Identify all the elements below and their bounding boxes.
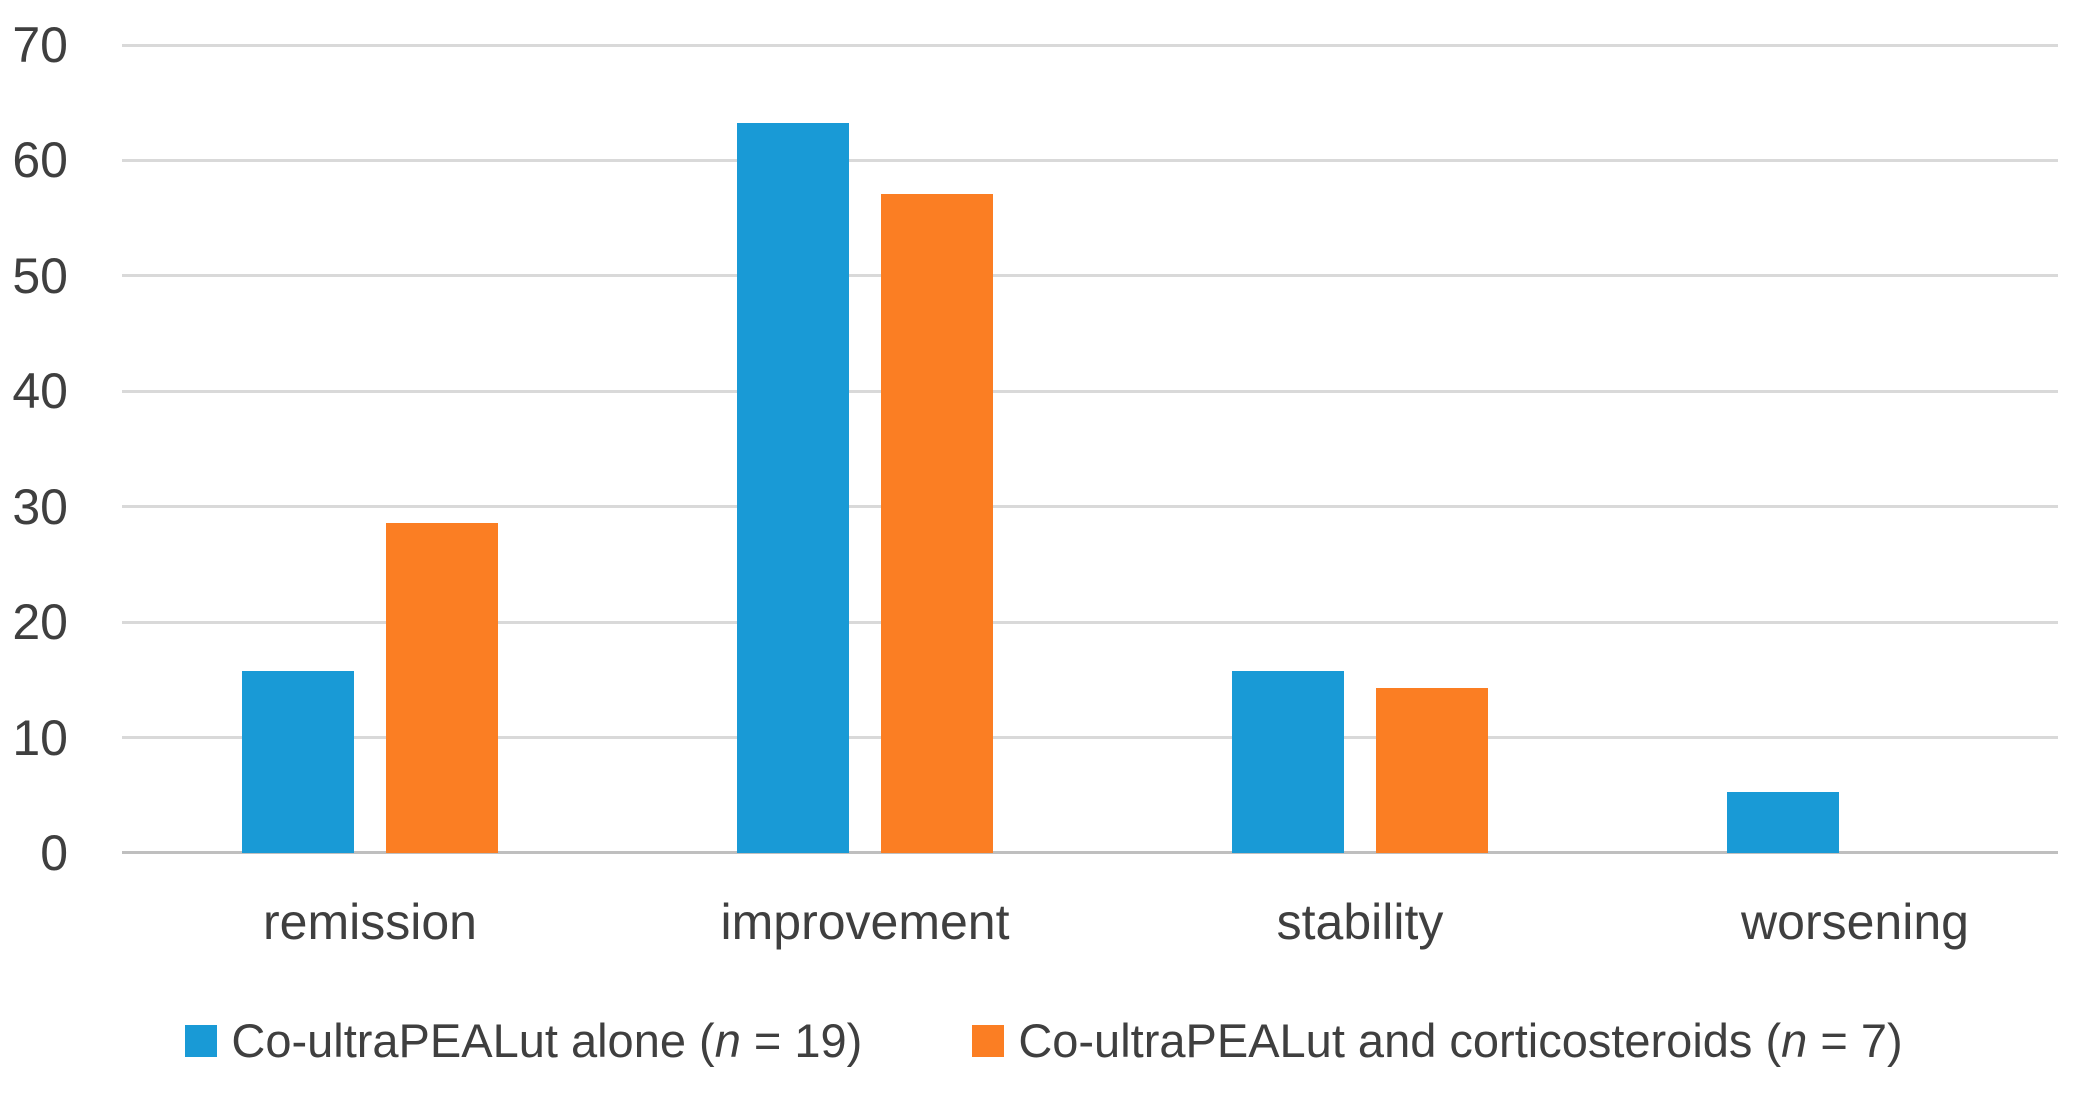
legend-label: Co-ultraPEALut and corticosteroids (n = … bbox=[1018, 1014, 1903, 1067]
plot-area bbox=[122, 43, 2088, 854]
bar-stability-series1 bbox=[1232, 671, 1344, 853]
x-category-label: improvement bbox=[720, 894, 1010, 950]
bar-remission-series2 bbox=[386, 523, 498, 853]
y-tick-label: 50 bbox=[12, 247, 68, 304]
x-category-label: remission bbox=[263, 894, 477, 950]
y-tick-label: 70 bbox=[12, 17, 68, 73]
gridline bbox=[122, 620, 2058, 624]
bar-improvement-series2 bbox=[881, 194, 993, 853]
x-category-label: stability bbox=[1276, 894, 1444, 950]
gridline bbox=[122, 274, 2058, 278]
bar-stability-series2 bbox=[1376, 688, 1488, 853]
italic-n-variable: n bbox=[714, 1014, 741, 1067]
bar-remission-series1 bbox=[242, 671, 354, 853]
gridline bbox=[122, 736, 2058, 740]
x-axis-line bbox=[122, 851, 2058, 854]
orange-square-icon bbox=[972, 1025, 1005, 1057]
legend-label: Co-ultraPEALut alone (n = 19) bbox=[231, 1014, 863, 1067]
legend: Co-ultraPEALut alone (n = 19) Co-ultraPE… bbox=[0, 1014, 2088, 1068]
y-tick-label: 60 bbox=[12, 132, 68, 189]
bar-worsening-series1 bbox=[1727, 792, 1839, 853]
gridline bbox=[122, 158, 2058, 162]
y-tick-label: 0 bbox=[40, 825, 68, 881]
legend-item-coultrapealut-alone: Co-ultraPEALut alone (n = 19) bbox=[185, 1014, 862, 1068]
y-tick-label: 30 bbox=[12, 478, 68, 535]
legend-item-coultrapealut-and-corticosteroids: Co-ultraPEALut and corticosteroids (n = … bbox=[972, 1014, 1903, 1068]
x-category-label: worsening bbox=[1741, 894, 1969, 950]
y-tick-label: 40 bbox=[12, 363, 68, 420]
italic-n-variable: n bbox=[1781, 1014, 1808, 1067]
blue-square-icon bbox=[185, 1025, 218, 1057]
bar-improvement-series1 bbox=[737, 123, 849, 853]
y-tick-label: 10 bbox=[12, 709, 68, 766]
y-tick-label: 20 bbox=[12, 594, 68, 651]
gridline bbox=[122, 389, 2058, 393]
gridline bbox=[122, 43, 2058, 47]
gridline bbox=[122, 505, 2058, 509]
